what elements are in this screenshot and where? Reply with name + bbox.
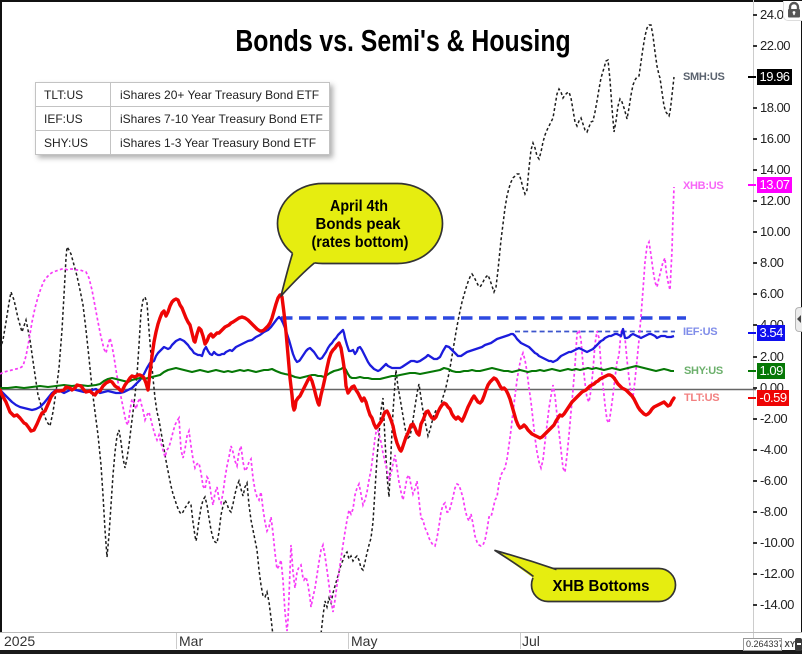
svg-text:(rates bottom): (rates bottom) [312, 234, 409, 251]
svg-text:XHB Bottoms: XHB Bottoms [553, 578, 650, 595]
svg-text:April 4th: April 4th [330, 198, 388, 215]
svg-text:Bonds peak: Bonds peak [316, 216, 401, 233]
